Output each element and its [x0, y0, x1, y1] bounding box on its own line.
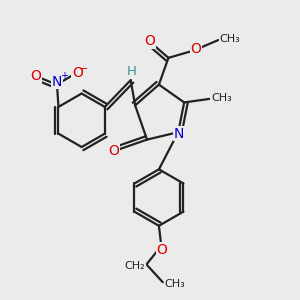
Text: +: + — [60, 71, 68, 81]
Text: N: N — [174, 127, 184, 141]
Text: CH₃: CH₃ — [211, 93, 232, 103]
Text: O: O — [157, 243, 167, 256]
Text: CH₂: CH₂ — [124, 261, 145, 271]
Text: N: N — [52, 75, 62, 88]
Text: O: O — [30, 69, 41, 83]
Text: O: O — [145, 34, 155, 48]
Text: H: H — [127, 65, 137, 78]
Text: CH₃: CH₃ — [164, 279, 185, 289]
Text: O: O — [108, 144, 119, 158]
Text: CH₃: CH₃ — [220, 34, 241, 44]
Text: O: O — [72, 66, 83, 80]
Text: O: O — [190, 42, 201, 56]
Text: −: − — [79, 64, 88, 74]
